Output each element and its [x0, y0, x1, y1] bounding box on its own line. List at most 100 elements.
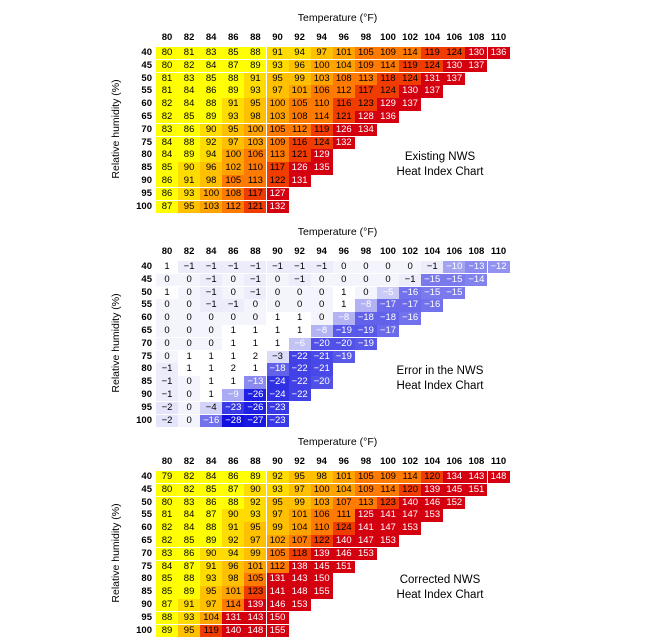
heat-cell: 143 — [465, 471, 488, 484]
heat-cell: 97 — [310, 47, 333, 60]
heat-cell: 83 — [178, 72, 201, 85]
heat-cell: 137 — [443, 72, 466, 85]
y-axis-label: Relative humidity (%) — [110, 79, 122, 179]
heat-cell: 146 — [266, 599, 289, 612]
heat-cell: −20 — [310, 337, 333, 351]
y-tick-label: 65 — [141, 535, 152, 546]
heat-cell: 82 — [156, 111, 178, 124]
heat-cell: −1 — [399, 273, 422, 287]
x-tick-label: 110 — [490, 456, 507, 467]
x-tick-label: 86 — [228, 32, 239, 43]
heat-cell: 83 — [200, 47, 223, 60]
heat-cell: 98 — [200, 175, 223, 188]
heat-cell: 148 — [487, 471, 510, 484]
heat-cell: 0 — [178, 337, 201, 351]
x-tick-label: 106 — [446, 246, 463, 257]
x-tick-label: 90 — [272, 246, 283, 257]
heat-cell: 81 — [178, 47, 201, 60]
y-tick-label: 55 — [141, 299, 152, 311]
heat-cell: 140 — [332, 535, 355, 548]
heat-cell: 136 — [377, 111, 399, 124]
heat-cell: 84 — [178, 509, 201, 522]
heat-cell: 109 — [266, 136, 289, 149]
y-tick-label: 80 — [141, 573, 152, 585]
y-tick-label: 95 — [141, 401, 152, 413]
heat-cell: 139 — [244, 599, 267, 612]
heat-index-panel-2: Temperature (°F) 80 82 84 86 88 90 92 94 96 98 100 1… — [0, 226, 658, 431]
heat-cell: 0 — [178, 312, 201, 325]
heat-cell: 119 — [421, 47, 444, 60]
heat-cell: 145 — [443, 483, 466, 497]
heat-cell: 90 — [200, 123, 223, 137]
heat-cell: 116 — [288, 136, 311, 149]
heat-cell: 84 — [178, 98, 201, 111]
x-tick-label: 96 — [338, 32, 350, 43]
heat-cell: −1 — [156, 363, 178, 376]
heat-cell: 88 — [156, 611, 178, 625]
heat-cell: −1 — [222, 299, 245, 312]
heat-cell: 82 — [156, 522, 178, 535]
heat-cell: 1 — [200, 389, 223, 402]
heat-cell: 84 — [200, 59, 223, 73]
heat-cell: −16 — [399, 286, 422, 299]
x-tick-label: 92 — [294, 246, 305, 257]
heat-cell: 153 — [377, 535, 399, 548]
x-tick-label: 104 — [424, 32, 441, 43]
heat-cell: 105 — [354, 47, 377, 60]
heat-cell: 1 — [288, 312, 311, 325]
heat-cell: 147 — [399, 509, 422, 522]
heat-cell: 109 — [377, 47, 399, 60]
heat-cell: 95 — [266, 72, 289, 85]
heat-cell: 0 — [222, 312, 245, 325]
heat-cell: 0 — [178, 273, 201, 287]
heat-cell: 117 — [354, 85, 377, 98]
heat-cell: 97 — [266, 85, 289, 98]
heat-cell: 82 — [178, 59, 201, 73]
heat-cell: 86 — [200, 496, 223, 509]
heat-cell: 97 — [200, 599, 223, 612]
heat-cell: 120 — [421, 471, 444, 484]
heat-cell: 93 — [266, 483, 289, 497]
y-tick-label: 75 — [141, 350, 152, 362]
heat-cell: 95 — [244, 522, 267, 535]
heat-cell: 141 — [354, 522, 377, 535]
heat-cell: 110 — [310, 98, 333, 111]
heat-cell: 91 — [244, 72, 267, 85]
heat-cell: 147 — [354, 535, 377, 548]
heat-cell: 89 — [178, 586, 201, 599]
heat-cell: 89 — [244, 471, 267, 484]
heat-cell: 130 — [443, 59, 466, 73]
heat-cell: 131 — [266, 573, 289, 586]
heat-cell: −16 — [421, 299, 444, 312]
heat-cell: 140 — [222, 624, 245, 637]
x-tick-label: 90 — [272, 32, 283, 43]
heat-cell: 112 — [266, 560, 289, 573]
heat-cell: −24 — [266, 376, 289, 389]
heat-cell: 2 — [244, 350, 267, 363]
heat-cell: −13 — [244, 376, 267, 389]
x-tick-label: 80 — [161, 456, 173, 467]
y-axis-label: Relative humidity (%) — [110, 293, 122, 393]
heat-cell: 129 — [310, 149, 333, 162]
heat-cell: 1 — [244, 337, 267, 351]
heat-cell: 97 — [244, 535, 267, 548]
heat-cell: −19 — [332, 350, 355, 363]
y-tick-label: 70 — [141, 547, 152, 559]
heat-cell: −10 — [443, 261, 466, 274]
x-tick-label: 104 — [424, 456, 441, 467]
heat-cell: 106 — [244, 149, 267, 162]
heat-cell: 88 — [178, 573, 201, 586]
heat-cell: 98 — [310, 471, 333, 484]
annotation-line: Error in the NWS — [396, 365, 484, 377]
heat-cell: −1 — [156, 389, 178, 402]
heat-cell: 119 — [200, 624, 223, 637]
heat-cell: −24 — [266, 389, 289, 402]
chart-title: Temperature (°F) — [297, 226, 378, 238]
x-tick-label: 88 — [250, 456, 261, 467]
x-tick-label: 100 — [380, 456, 396, 467]
heat-cell: 82 — [178, 483, 201, 497]
heat-cell: 114 — [377, 483, 399, 497]
heat-cell: −22 — [288, 350, 311, 363]
x-tick-label: 94 — [316, 246, 327, 257]
heat-cell: −1 — [244, 261, 267, 274]
